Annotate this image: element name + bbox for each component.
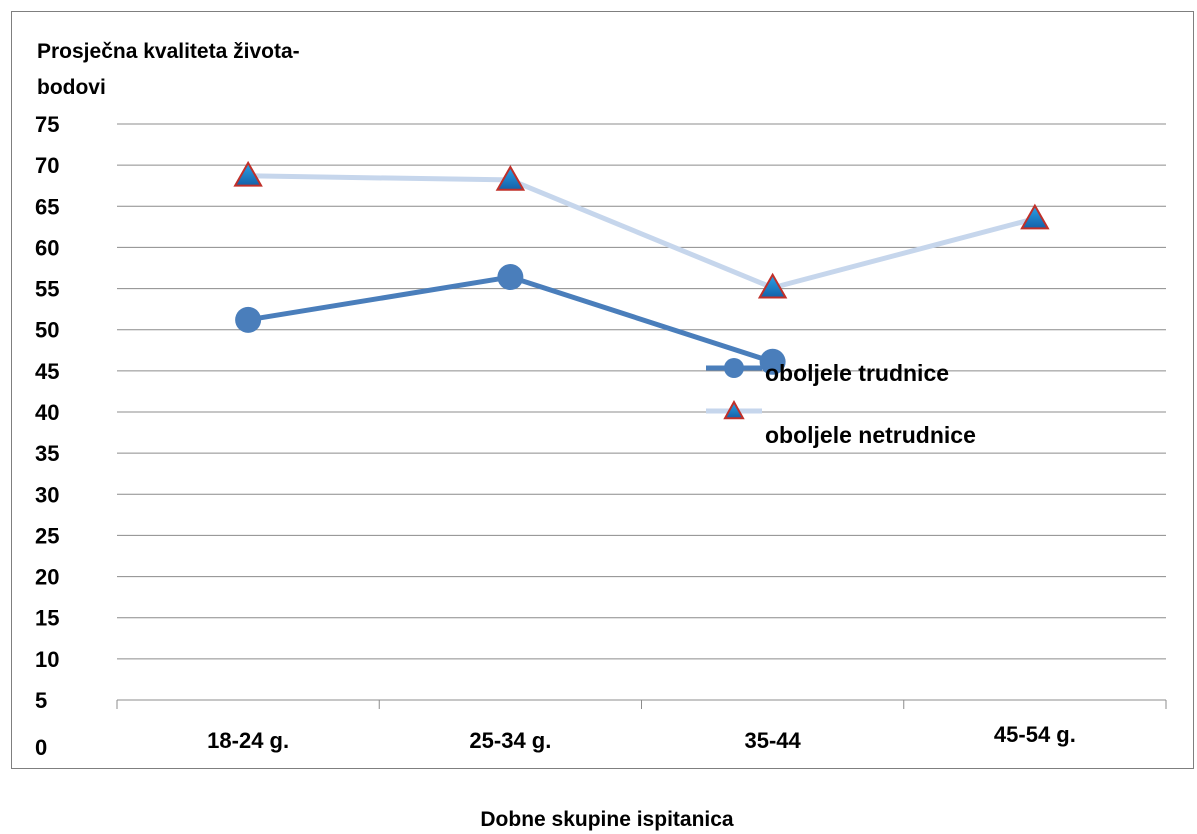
y-tick-label: 30 xyxy=(35,482,59,507)
legend-marker xyxy=(723,399,745,420)
y-axis-label-line2: bodovi xyxy=(37,76,106,99)
y-tick-label: 10 xyxy=(35,647,59,672)
series-trudnice xyxy=(235,264,786,375)
y-tick-label: 65 xyxy=(35,194,59,219)
series-layer xyxy=(233,160,1050,375)
y-axis-label-line1: Prosječna kvaliteta života- xyxy=(37,40,300,63)
x-axis-label: Dobne skupine ispitanica xyxy=(480,808,734,831)
category-labels: 18-24 g. 25-34 g. 35-44 45-54 g. xyxy=(207,722,1076,753)
data-point-marker xyxy=(497,264,524,291)
y-tick-label: 40 xyxy=(35,400,59,425)
y-tick-label: 75 xyxy=(35,112,59,137)
y-tick-label: 55 xyxy=(35,277,59,302)
y-tick-label: 35 xyxy=(35,441,59,466)
y-tick-label: 0 xyxy=(35,735,47,760)
legend-label: oboljele trudnice xyxy=(765,360,949,386)
y-tick-label: 5 xyxy=(35,688,47,713)
y-tick-label: 20 xyxy=(35,565,59,590)
category-label: 35-44 xyxy=(744,728,801,753)
chart-frame xyxy=(11,11,1194,769)
category-label: 25-34 g. xyxy=(469,728,551,753)
y-tick-label: 70 xyxy=(35,153,59,178)
x-tick-marks xyxy=(116,700,1167,709)
y-tick-label: 60 xyxy=(35,235,59,260)
y-tick-label: 15 xyxy=(35,606,59,631)
y-tick-label: 25 xyxy=(35,523,59,548)
data-point-marker xyxy=(757,272,788,299)
y-tick-label: 45 xyxy=(35,359,59,384)
y-tick-labels: 0 5 10 15 20 25 30 35 40 45 50 55 60 65 70 75 xyxy=(35,112,59,760)
series-line xyxy=(248,173,1036,291)
legend-marker xyxy=(724,358,744,378)
data-point-marker xyxy=(495,164,526,191)
y-tick-label: 50 xyxy=(35,318,59,343)
data-point-marker xyxy=(1020,203,1050,230)
gridlines xyxy=(117,123,1166,701)
series-netrudnice xyxy=(233,160,1050,299)
data-point-marker xyxy=(233,160,263,187)
data-point-marker xyxy=(759,348,786,375)
category-label: 45-54 g. xyxy=(994,722,1076,747)
legend-label: oboljele netrudnice xyxy=(765,422,976,448)
legend: oboljele trudnice oboljele netrudnice xyxy=(706,358,976,448)
data-point-marker xyxy=(235,306,262,333)
category-label: 18-24 g. xyxy=(207,728,289,753)
